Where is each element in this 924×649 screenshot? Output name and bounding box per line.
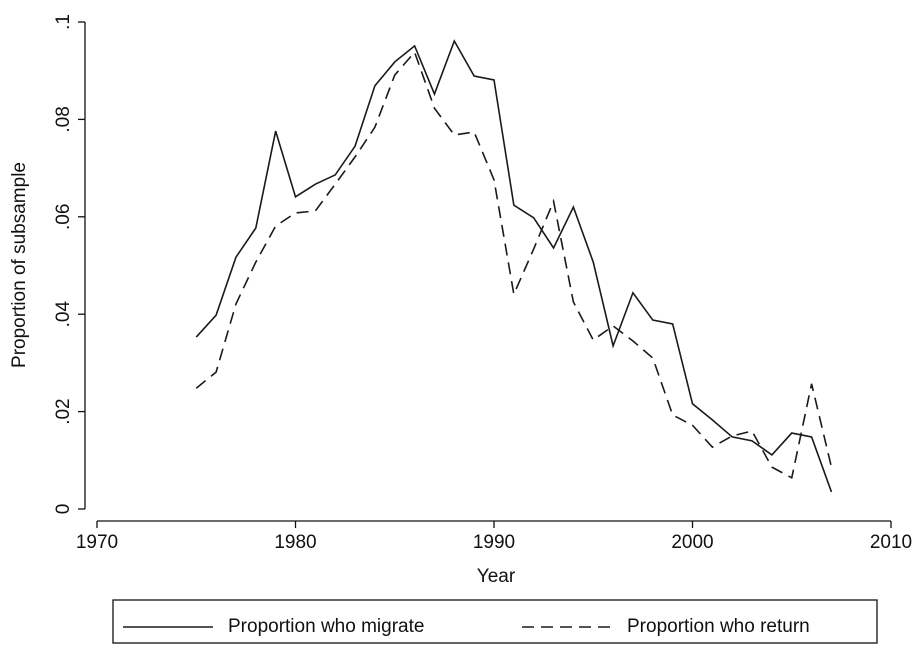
y-tick-label: .04 (53, 301, 74, 328)
y-tick-label: .08 (53, 106, 74, 132)
x-tick-label: 2010 (870, 532, 912, 553)
series-line (195, 50, 833, 480)
legend-label: Proportion who return (627, 616, 810, 637)
x-tick-label: 1990 (473, 532, 515, 553)
y-tick-label: .06 (53, 204, 74, 230)
y-axis-label: Proportion of subsample (9, 162, 30, 368)
y-tick-label: .1 (53, 14, 74, 30)
legend-label: Proportion who migrate (228, 616, 424, 637)
series-line (195, 39, 833, 493)
legend-box (112, 599, 878, 644)
y-tick-label: 0 (53, 504, 74, 515)
x-tick-label: 1980 (274, 532, 316, 553)
x-axis-label: Year (477, 566, 516, 587)
x-tick-label: 1970 (76, 532, 118, 553)
y-tick-label: .02 (53, 398, 74, 424)
x-tick-label: 2000 (671, 532, 713, 553)
